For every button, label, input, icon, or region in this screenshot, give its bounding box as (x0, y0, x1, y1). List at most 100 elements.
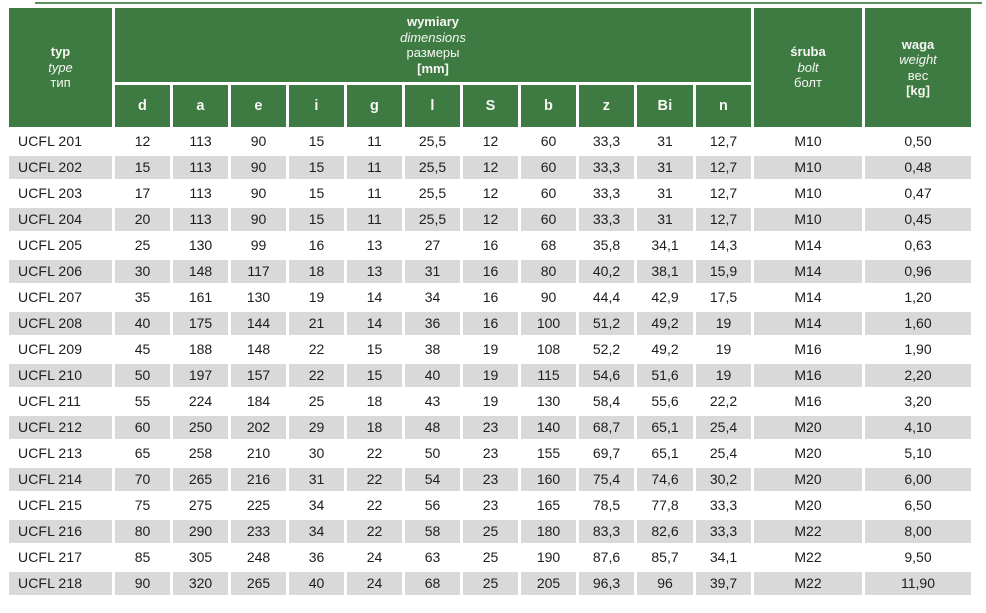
cell-dim-d: 17 (115, 182, 170, 205)
cell-dim-e: 210 (231, 442, 286, 465)
cell-dim-S: 12 (463, 156, 518, 179)
cell-weight: 0,48 (865, 156, 971, 179)
cell-dim-S: 19 (463, 364, 518, 387)
cell-type: UCFL 207 (9, 286, 112, 309)
cell-dim-b: 115 (521, 364, 576, 387)
cell-dim-z: 68,7 (579, 416, 634, 439)
table-row: UCFL 210 50 197 157 22 15 40 19 115 54,6 51,6 19 M16… (9, 364, 971, 387)
cell-dim-z: 69,7 (579, 442, 634, 465)
cell-dim-n: 17,5 (696, 286, 751, 309)
cell-type: UCFL 212 (9, 416, 112, 439)
cell-dim-Bi: 74,6 (637, 468, 693, 491)
cell-dim-n: 19 (696, 312, 751, 335)
cell-dim-z: 33,3 (579, 208, 634, 231)
cell-bolt: M20 (754, 442, 862, 465)
cell-dim-e: 90 (231, 208, 286, 231)
cell-dim-l: 31 (405, 260, 460, 283)
cell-type: UCFL 205 (9, 234, 112, 257)
cell-bolt: M14 (754, 234, 862, 257)
cell-dim-l: 34 (405, 286, 460, 309)
dimension-column-header-g: g (347, 85, 402, 127)
cell-dim-Bi: 49,2 (637, 312, 693, 335)
cell-dim-n: 33,3 (696, 494, 751, 517)
dimension-column-header-d: d (115, 85, 170, 127)
cell-dim-a: 113 (173, 182, 228, 205)
cell-dim-e: 99 (231, 234, 286, 257)
cell-dim-e: 148 (231, 338, 286, 361)
cell-dim-g: 13 (347, 234, 402, 257)
cell-weight: 8,00 (865, 520, 971, 543)
cell-dim-i: 34 (289, 494, 344, 517)
cell-dim-d: 15 (115, 156, 170, 179)
cell-dim-g: 22 (347, 442, 402, 465)
table-row: UCFL 202 15 113 90 15 11 25,5 12 60 33,3 31 12,7 M10… (9, 156, 971, 179)
cell-bolt: M16 (754, 338, 862, 361)
cell-dim-i: 21 (289, 312, 344, 335)
cell-dim-b: 60 (521, 208, 576, 231)
table-row: UCFL 213 65 258 210 30 22 50 23 155 69,7 65,1 25,4 M… (9, 442, 971, 465)
cell-dim-d: 12 (115, 130, 170, 153)
cell-dim-b: 80 (521, 260, 576, 283)
cell-dim-d: 90 (115, 572, 170, 595)
cell-dim-e: 157 (231, 364, 286, 387)
cell-dim-S: 12 (463, 182, 518, 205)
cell-bolt: M14 (754, 260, 862, 283)
cell-dim-Bi: 31 (637, 208, 693, 231)
cell-dim-i: 19 (289, 286, 344, 309)
cell-bolt: M10 (754, 156, 862, 179)
cell-dim-z: 78,5 (579, 494, 634, 517)
cell-dim-n: 14,3 (696, 234, 751, 257)
cell-dim-g: 14 (347, 312, 402, 335)
cell-dim-b: 60 (521, 156, 576, 179)
cell-dim-a: 148 (173, 260, 228, 283)
cell-dim-l: 25,5 (405, 130, 460, 153)
cell-dim-S: 16 (463, 286, 518, 309)
cell-dim-Bi: 77,8 (637, 494, 693, 517)
cell-dim-S: 19 (463, 338, 518, 361)
cell-dim-z: 83,3 (579, 520, 634, 543)
dimension-column-header-a: a (173, 85, 228, 127)
cell-dim-Bi: 55,6 (637, 390, 693, 413)
cell-dim-S: 12 (463, 130, 518, 153)
cell-dim-i: 29 (289, 416, 344, 439)
cell-dim-S: 16 (463, 312, 518, 335)
type-header-pl: typ (50, 44, 71, 60)
cell-dim-d: 75 (115, 494, 170, 517)
cell-type: UCFL 216 (9, 520, 112, 543)
cell-dim-d: 40 (115, 312, 170, 335)
cell-dim-b: 165 (521, 494, 576, 517)
cell-dim-i: 25 (289, 390, 344, 413)
cell-dim-Bi: 31 (637, 156, 693, 179)
dimensions-header-en: dimensions (400, 29, 466, 45)
cell-dim-g: 22 (347, 520, 402, 543)
cell-dim-i: 34 (289, 520, 344, 543)
cell-dim-d: 50 (115, 364, 170, 387)
cell-dim-n: 12,7 (696, 208, 751, 231)
cell-dim-g: 13 (347, 260, 402, 283)
bolt-header-pl: śruba (790, 44, 826, 60)
cell-dim-a: 113 (173, 208, 228, 231)
bolt-header-ru: болт (794, 75, 822, 91)
cell-dim-a: 161 (173, 286, 228, 309)
cell-dim-S: 12 (463, 208, 518, 231)
cell-dim-g: 14 (347, 286, 402, 309)
cell-dim-d: 80 (115, 520, 170, 543)
cell-dim-e: 265 (231, 572, 286, 595)
table-header: typ type тип wymiary dimensions размеры … (9, 8, 971, 127)
cell-dim-g: 11 (347, 130, 402, 153)
cell-dim-z: 44,4 (579, 286, 634, 309)
cell-dim-b: 130 (521, 390, 576, 413)
cell-dim-e: 90 (231, 182, 286, 205)
cell-dim-e: 90 (231, 156, 286, 179)
cell-bolt: M10 (754, 208, 862, 231)
cell-weight: 0,47 (865, 182, 971, 205)
cell-dim-b: 90 (521, 286, 576, 309)
cell-dim-l: 40 (405, 364, 460, 387)
cell-bolt: M16 (754, 390, 862, 413)
cell-dim-l: 68 (405, 572, 460, 595)
cell-dim-i: 16 (289, 234, 344, 257)
cell-bolt: M22 (754, 546, 862, 569)
cell-dim-a: 197 (173, 364, 228, 387)
cell-dim-z: 58,4 (579, 390, 634, 413)
cell-weight: 0,96 (865, 260, 971, 283)
